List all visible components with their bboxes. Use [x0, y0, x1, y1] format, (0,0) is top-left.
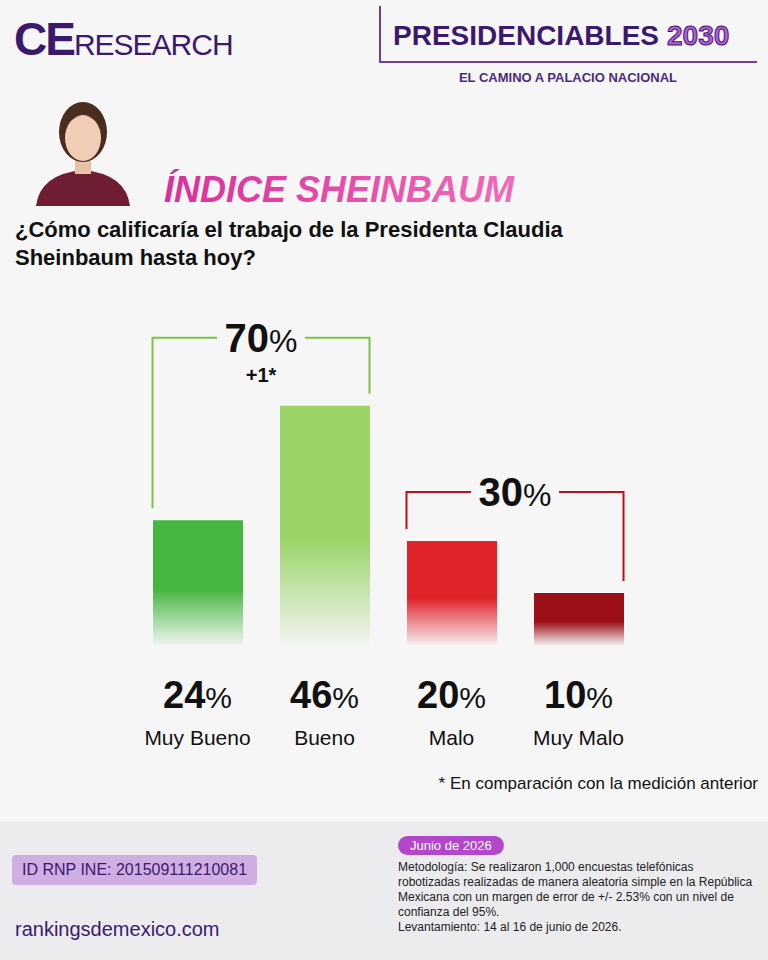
svg-text:46%: 46%	[290, 674, 359, 716]
svg-text:Malo: Malo	[429, 726, 475, 749]
svg-text:Muy Malo: Muy Malo	[533, 726, 624, 749]
svg-text:70%: 70%	[225, 316, 298, 360]
svg-text:PRESIDENCIABLES2030: PRESIDENCIABLES2030	[393, 20, 729, 51]
svg-text:Bueno: Bueno	[294, 726, 355, 749]
html-text:Levantamiento: 14 al 16 de jun: Levantamiento: 14 al 16 de junio de 2026…	[398, 920, 622, 934]
svg-text:EL CAMINO A PALACIO NACIONAL: EL CAMINO A PALACIO NACIONAL	[459, 70, 677, 85]
svg-text:20%: 20%	[417, 674, 486, 716]
html-text:rankingsdemexico.com: rankingsdemexico.com	[15, 918, 220, 940]
svg-text:Muy Bueno: Muy Bueno	[144, 726, 250, 749]
html-text:* En comparación con la medici: * En comparación con la medición anterio…	[438, 774, 758, 793]
html-text:ID RNP INE: 201509111210081: ID RNP INE: 201509111210081	[22, 861, 247, 878]
svg-text:10%: 10%	[544, 674, 613, 716]
svg-text:30%: 30%	[479, 470, 552, 514]
html-text:CERESEARCH: CERESEARCH	[14, 13, 233, 65]
html-text:Junio de 2026: Junio de 2026	[410, 838, 492, 853]
html-text:¿Cómo calificaría el trabajo d: ¿Cómo calificaría el trabajo de la Presi…	[15, 217, 563, 270]
html-text:Metodología: Se realizaron 1,0: Metodología: Se realizaron 1,000 encuest…	[398, 860, 753, 919]
svg-text:24%: 24%	[163, 674, 232, 716]
svg-text:ÍNDICE SHEINBAUM: ÍNDICE SHEINBAUM	[164, 169, 515, 210]
svg-text:+1*: +1*	[246, 364, 277, 386]
